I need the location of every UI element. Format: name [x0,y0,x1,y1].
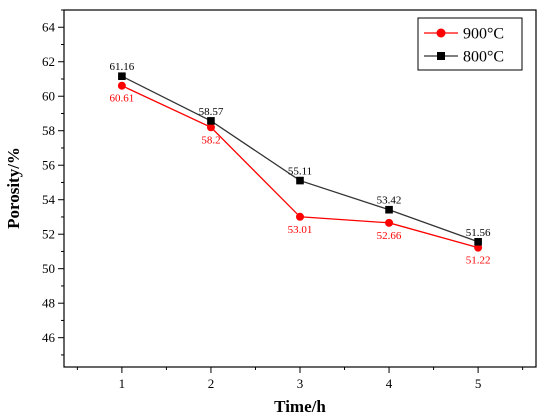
y-tick-label: 46 [42,330,56,345]
y-tick-label: 52 [42,227,55,242]
y-axis-title: Porosity/% [4,147,23,229]
y-axis-ticks: 46 48 50 52 54 56 58 60 62 64 [42,9,64,356]
data-label: 52.66 [377,230,402,242]
data-label: 58.57 [199,106,224,118]
data-point-circle [296,212,304,221]
x-axis-ticks: 1 2 3 4 5 [76,367,524,391]
data-label: 61.16 [110,61,135,73]
data-point-square [207,117,215,125]
data-label: 53.42 [377,195,402,207]
data-label: 55.11 [288,166,312,178]
y-tick-label: 54 [42,192,56,207]
legend-label: 900°C [463,26,504,43]
legend-label: 800°C [463,49,504,66]
y-tick-label: 62 [42,54,55,69]
data-point-circle [117,81,126,90]
data-label: 51.56 [466,227,491,239]
data-point-circle [206,123,215,132]
x-tick-label: 4 [386,376,393,391]
y-tick-label: 48 [42,296,55,311]
data-label: 51.22 [466,255,491,267]
y-tick-label: 50 [42,261,55,276]
data-point-square [296,176,304,185]
y-tick-label: 56 [42,158,56,173]
data-point-square [118,72,126,81]
y-tick-label: 64 [42,20,56,35]
data-labels: 60.61 58.2 53.01 52.66 51.22 61.16 58.57 55.11 5… [110,61,491,266]
data-point-square [385,205,393,214]
data-point-circle [385,218,394,227]
data-label: 58.2 [201,134,220,146]
data-point-square [474,237,482,246]
y-tick-label: 58 [42,123,55,138]
data-label: 53.01 [288,224,313,236]
x-tick-label: 5 [475,376,482,391]
x-tick-label: 1 [119,376,126,391]
data-point-circle [474,243,483,252]
y-tick-label: 60 [42,89,55,104]
legend: 900°C 800°C [417,17,523,71]
x-tick-label: 2 [208,376,215,391]
legend-box [417,17,523,71]
data-label: 60.61 [110,93,135,105]
legend-marker-square [437,52,445,60]
x-axis-title: Time/h [274,397,326,416]
x-tick-label: 3 [297,376,304,391]
legend-marker-circle [436,28,446,38]
series-layer [117,72,483,252]
